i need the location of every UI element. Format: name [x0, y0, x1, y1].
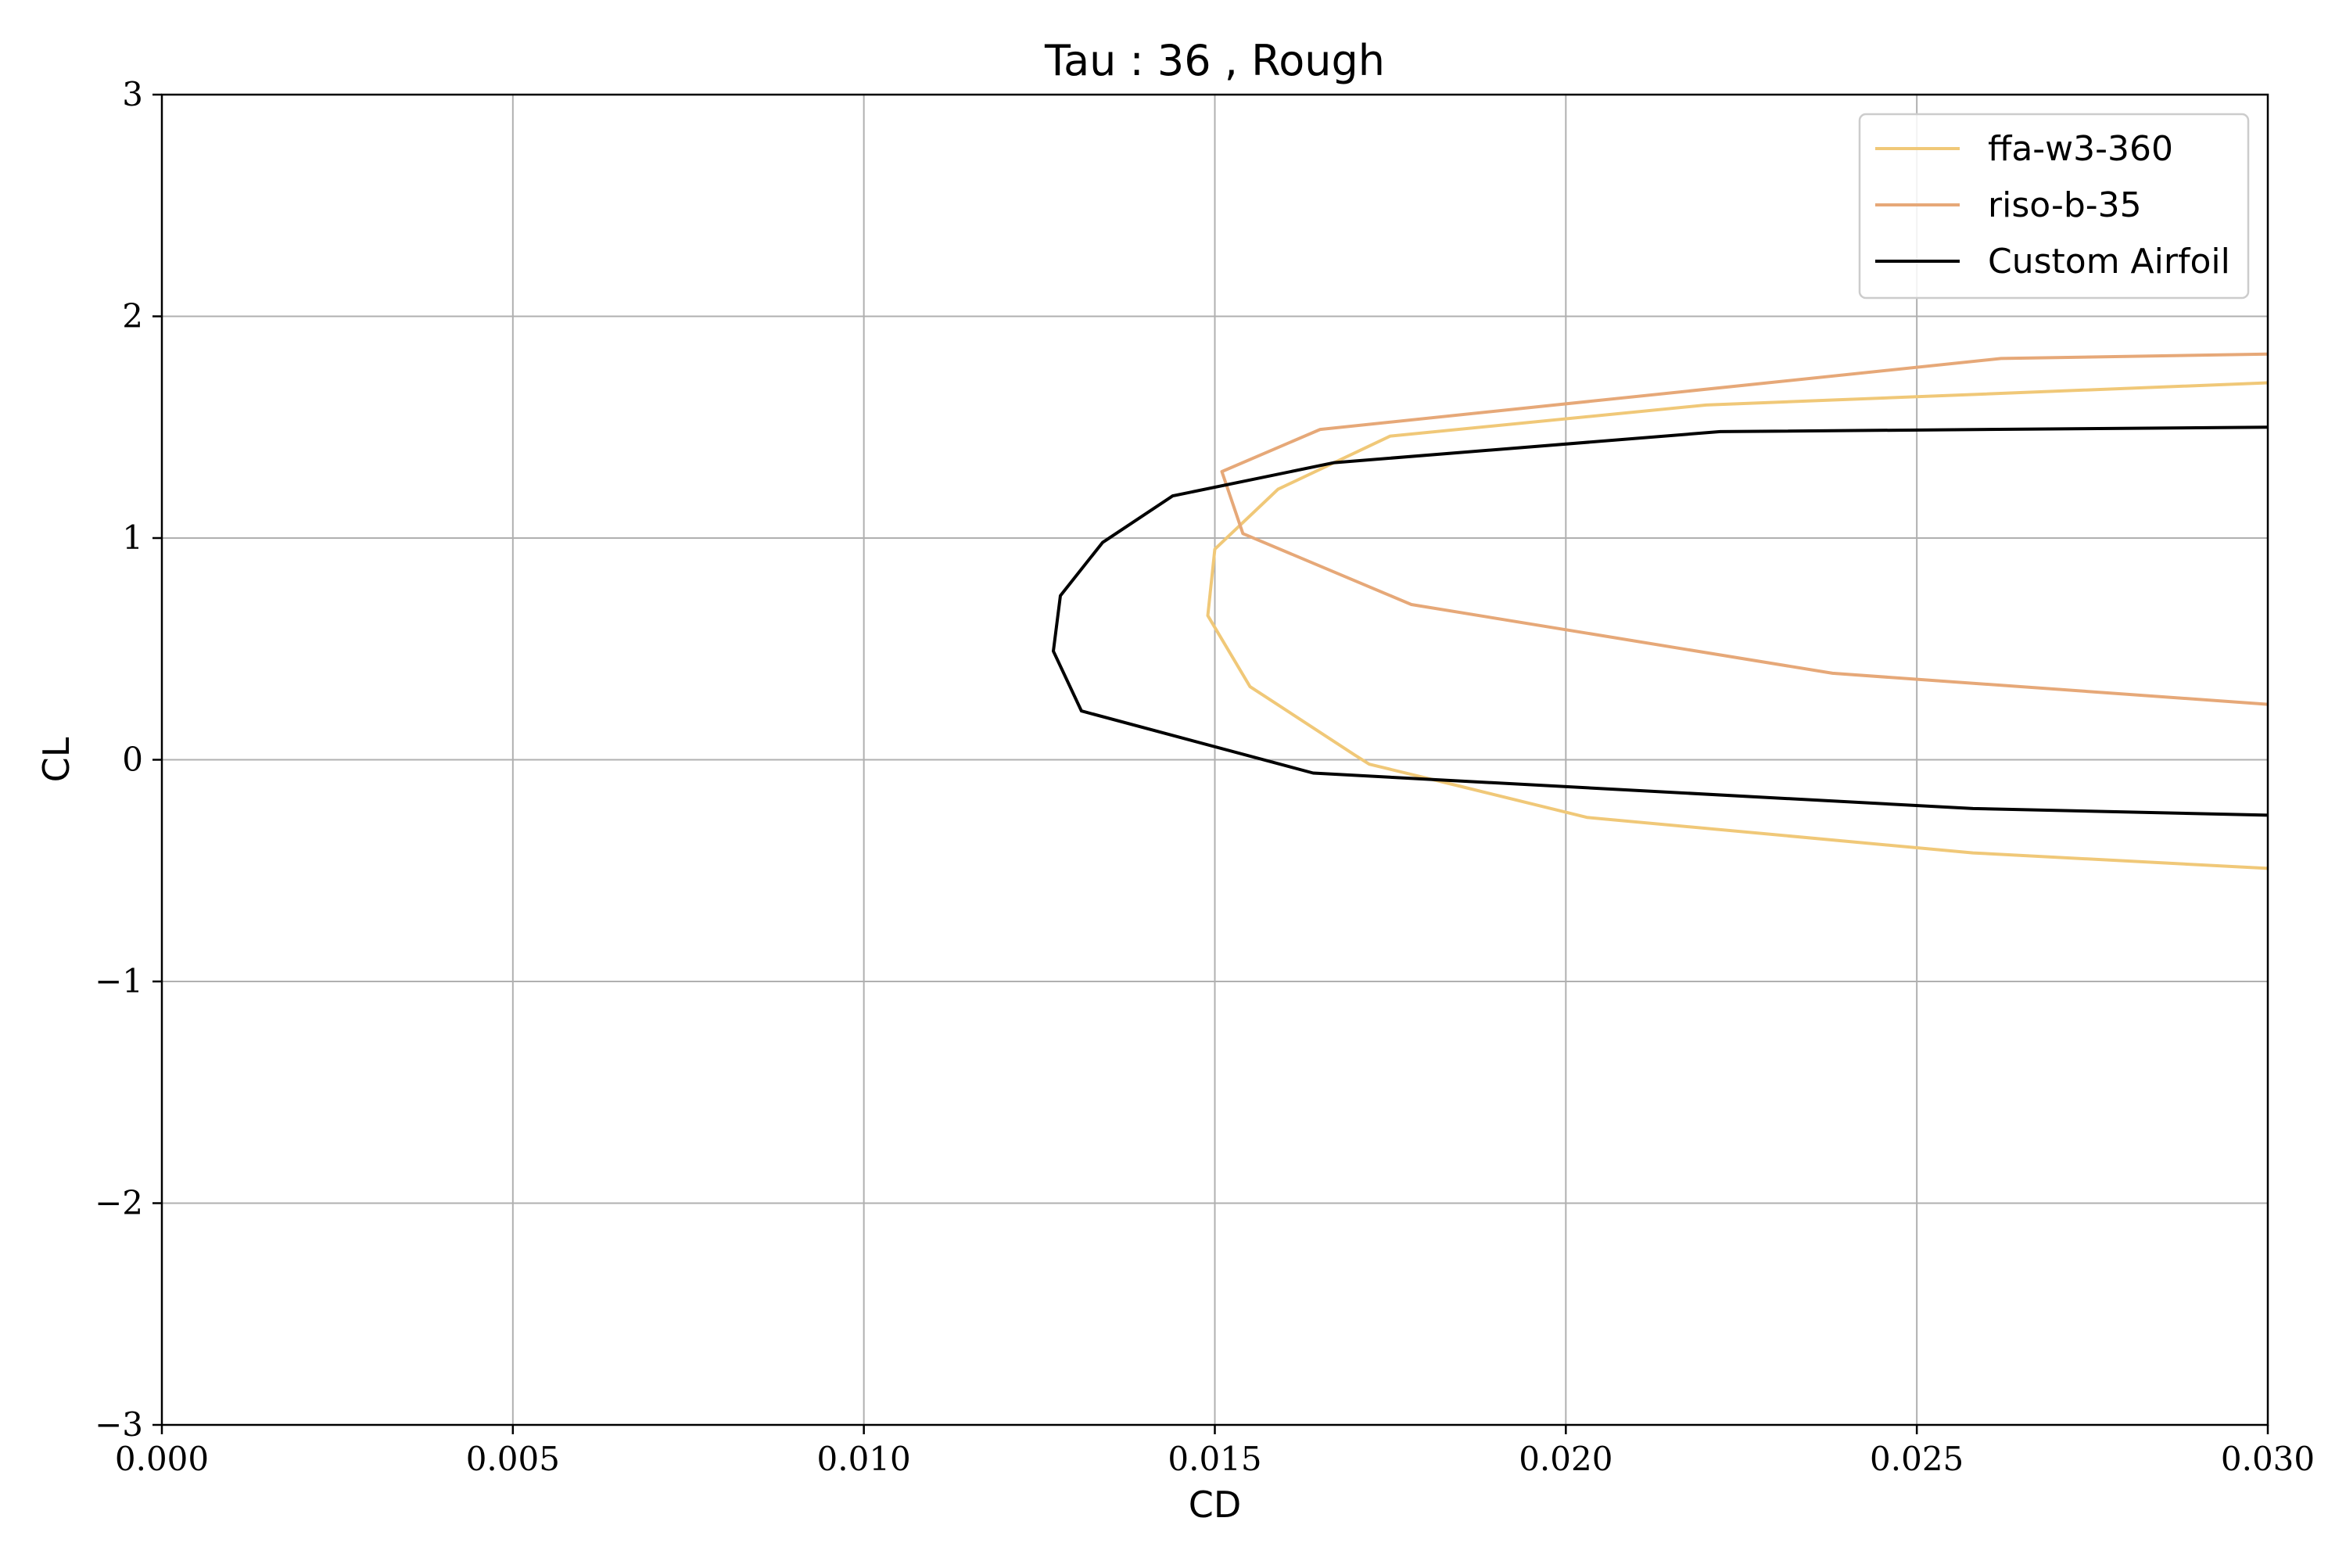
x-tick-label: 0.030 [2221, 1440, 2315, 1478]
x-axis-label: CD [1189, 1484, 1242, 1526]
legend-label: Custom Airfoil [1988, 242, 2230, 282]
x-axis-ticks: 0.000 0.005 0.010 0.015 0.020 0.025 0.030 [115, 1425, 2315, 1478]
y-tick-label: 3 [122, 75, 143, 113]
legend-label: riso-b-35 [1988, 185, 2142, 225]
y-tick-label: −1 [95, 962, 143, 1000]
y-axis-ticks: −3 −2 −1 0 1 2 3 [95, 75, 162, 1444]
series-lines [1052, 352, 2268, 870]
x-tick-label: 0.020 [1519, 1440, 1612, 1478]
legend-label: ffa-w3-360 [1988, 129, 2173, 169]
legend-box [1858, 113, 2250, 300]
x-tick-label: 0.010 [817, 1440, 911, 1478]
x-tick-label: 0.025 [1870, 1440, 1964, 1478]
y-axis-label: CL [35, 737, 77, 782]
series-line-custom-airfoil [1052, 425, 2268, 817]
series-line-ffa-w3-360 [1206, 381, 2268, 870]
x-tick-label: 0.015 [1168, 1440, 1261, 1478]
legend: ffa-w3-360 riso-b-35 Custom Airfoil [1858, 113, 2250, 300]
y-tick-label: 0 [122, 741, 143, 779]
series-line-riso-b-35 [1220, 352, 2268, 706]
y-tick-label: −3 [95, 1405, 143, 1444]
chart-title: Tau : 36 , Rough [1044, 36, 1385, 85]
x-tick-label: 0.005 [466, 1440, 560, 1478]
y-tick-label: 1 [122, 518, 143, 557]
y-tick-label: 2 [122, 297, 143, 335]
y-tick-label: −2 [95, 1184, 143, 1222]
x-tick-label: 0.000 [115, 1440, 209, 1478]
